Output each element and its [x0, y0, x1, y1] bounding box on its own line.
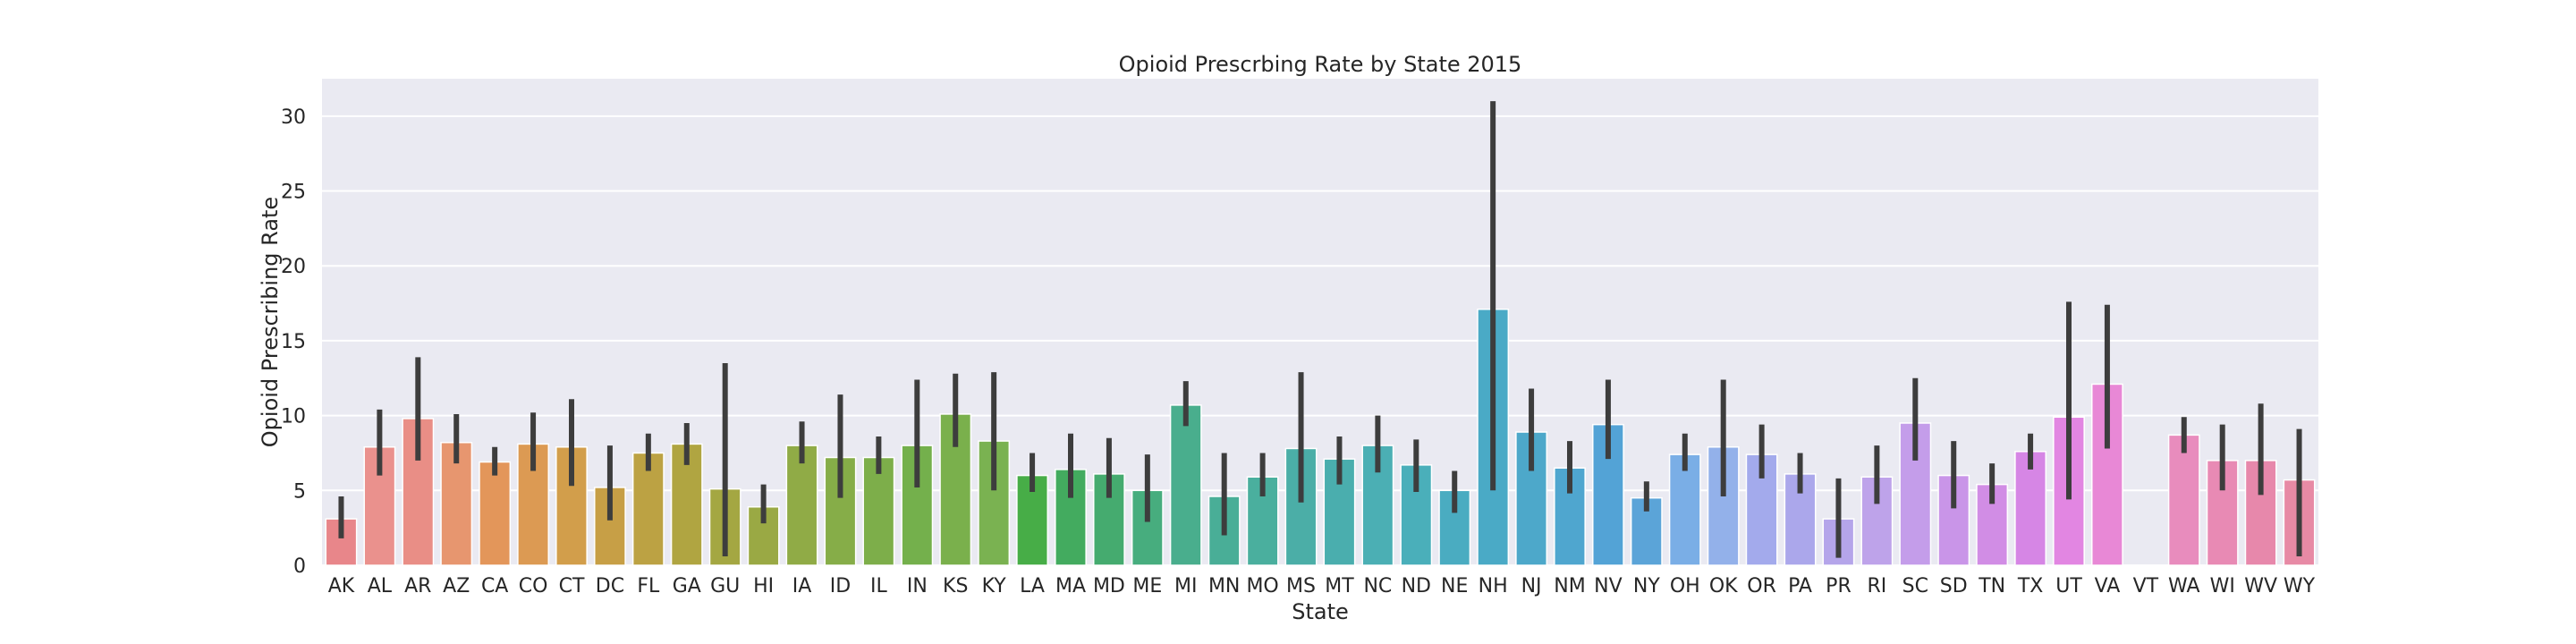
- x-tick-label: NM: [1554, 575, 1585, 597]
- x-ticks: AK AL AR AZ CA CO CT DC FL GA GU HI IA ID IL IN KS KY LA MA…: [328, 575, 2316, 597]
- x-tick-label: MI: [1174, 575, 1197, 597]
- x-tick-label: AZ: [443, 575, 470, 597]
- x-tick-label: SC: [1902, 575, 1928, 597]
- x-tick-label: MT: [1325, 575, 1354, 597]
- bar-wa: [2167, 434, 2200, 566]
- x-tick-label: AR: [404, 575, 431, 597]
- x-tick-label: MS: [1286, 575, 1316, 597]
- x-tick-label: ND: [1402, 575, 1431, 597]
- y-tick-label: 10: [281, 406, 306, 428]
- bar-ia: [785, 445, 818, 566]
- x-tick-label: KS: [943, 575, 968, 597]
- bar-sc: [1899, 422, 1932, 566]
- x-tick-label: MD: [1093, 575, 1125, 597]
- y-tick-label: 30: [281, 106, 306, 129]
- x-tick-label: IA: [792, 575, 812, 597]
- x-tick-label: MN: [1208, 575, 1240, 597]
- x-tick-label: RI: [1867, 575, 1886, 597]
- x-tick-label: OR: [1747, 575, 1776, 597]
- bar-dc: [594, 487, 626, 566]
- x-tick-label: LA: [1020, 575, 1045, 597]
- x-tick-label: AL: [368, 575, 393, 597]
- x-tick-label: GU: [710, 575, 740, 597]
- bar-ga: [670, 443, 703, 566]
- x-tick-label: GA: [673, 575, 701, 597]
- x-tick-label: NC: [1363, 575, 1392, 597]
- bar-ca: [479, 461, 512, 566]
- x-tick-label: WV: [2244, 575, 2277, 597]
- x-tick-label: TX: [2017, 575, 2044, 597]
- x-tick-label: CA: [481, 575, 508, 597]
- x-tick-label: UT: [2055, 575, 2082, 597]
- x-tick-label: OH: [1670, 575, 1700, 597]
- bar-mi: [1169, 404, 1202, 566]
- x-tick-label: VA: [2095, 575, 2121, 597]
- x-tick-label: PR: [1826, 575, 1852, 597]
- x-tick-label: HI: [753, 575, 774, 597]
- x-tick-label: MO: [1246, 575, 1278, 597]
- x-tick-label: FL: [637, 575, 660, 597]
- x-tick-label: DC: [596, 575, 624, 597]
- y-ticks: 0 5 10 15 20 25 30: [281, 106, 306, 578]
- chart-title: Opioid Prescrbing Rate by State 2015: [1119, 52, 1522, 77]
- x-tick-label: KY: [982, 575, 1007, 597]
- x-tick-label: AK: [328, 575, 355, 597]
- x-tick-label: IN: [907, 575, 928, 597]
- x-tick-label: NJ: [1521, 575, 1542, 597]
- x-tick-label: VT: [2133, 575, 2159, 597]
- x-tick-label: ID: [830, 575, 851, 597]
- x-tick-label: CT: [559, 575, 585, 597]
- x-tick-label: PA: [1788, 575, 1812, 597]
- y-axis-label: Opioid Prescribing Rate: [258, 197, 283, 447]
- y-tick-label: 0: [293, 555, 306, 578]
- y-tick-label: 15: [281, 331, 306, 353]
- x-tick-label: NY: [1633, 575, 1660, 597]
- x-tick-label: WY: [2284, 575, 2316, 597]
- x-tick-label: TN: [1978, 575, 2005, 597]
- bar-nj: [1515, 431, 1547, 566]
- x-tick-label: NV: [1594, 575, 1623, 597]
- x-tick-label: OK: [1709, 575, 1738, 597]
- x-tick-label: CO: [519, 575, 548, 597]
- bar-ar: [402, 418, 435, 566]
- bar-oh: [1668, 453, 1701, 566]
- x-tick-label: MA: [1055, 575, 1086, 597]
- x-tick-label: WA: [2168, 575, 2200, 597]
- y-tick-label: 5: [293, 480, 306, 503]
- x-tick-label: IL: [870, 575, 887, 597]
- x-tick-label: ME: [1132, 575, 1162, 597]
- x-tick-label: WI: [2210, 575, 2235, 597]
- y-tick-label: 20: [281, 256, 306, 278]
- x-tick-label: NE: [1441, 575, 1468, 597]
- x-tick-label: SD: [1940, 575, 1968, 597]
- x-tick-label: NH: [1479, 575, 1508, 597]
- error-bars: [338, 101, 2302, 558]
- x-axis-label: State: [1292, 599, 1349, 624]
- y-tick-label: 25: [281, 182, 306, 204]
- bar-fl: [631, 452, 665, 566]
